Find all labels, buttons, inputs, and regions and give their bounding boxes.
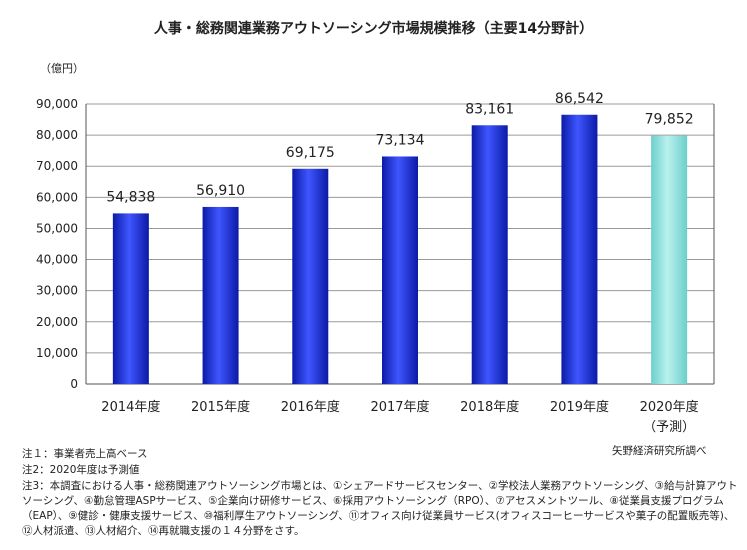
y-tick-label: 80,000 (36, 128, 78, 142)
y-tick-label: 70,000 (36, 159, 78, 173)
bar (471, 125, 508, 384)
bar-forecast (651, 135, 688, 384)
data-label: 86,542 (555, 91, 604, 107)
data-label: 69,175 (286, 145, 335, 161)
note-1: 注１：事業者売上高ベース (22, 448, 148, 460)
bar (202, 206, 239, 384)
y-tick-label: 40,000 (36, 253, 78, 267)
note-3-line-2: ソーシング、④勤怠管理ASPサービス、⑤企業向け研修サービス、⑥採用アウトソーシ… (22, 495, 724, 507)
y-tick-label: 0 (70, 377, 78, 391)
bar (561, 114, 598, 384)
bar (292, 168, 329, 384)
bar-chart: 0 10,000 20,000 30,000 40,000 50,000 60,000 70,… (36, 91, 715, 435)
x-tick-label: 2020年度 (640, 399, 699, 415)
data-label: 79,852 (645, 112, 694, 128)
y-tick-label: 90,000 (36, 97, 78, 111)
y-tick-label: 20,000 (36, 315, 78, 329)
x-tick-label: 2019年度 (550, 399, 609, 415)
x-tick-sublabel: （予測） (643, 420, 695, 435)
note-3-line-1: 注3：本調査における人事・総務関連アウトソーシング市場とは、①シェアードサービス… (22, 480, 738, 492)
bar (112, 213, 149, 384)
bar (382, 156, 418, 384)
chart-title: 人事・総務関連業務アウトソーシング市場規模推移（主要14分野計） (153, 21, 594, 37)
unit-label: （億円） (40, 62, 84, 75)
x-tick-label: 2017年度 (370, 399, 429, 415)
note-3-line-4: ⑫人材派遣、⑬人材紹介、⑭再就職支援の１４分野をさす。 (22, 525, 305, 537)
note-3-line-3: （EAP）、⑨健診・健康支援サービス、⑩福利厚生アウトソーシング、⑪オフィス向け… (22, 510, 735, 522)
data-label: 73,134 (376, 132, 425, 148)
x-tick-label: 2016年度 (281, 399, 340, 415)
source-note: 矢野経済研究所調べ (612, 445, 707, 457)
note-2: 注2：2020年度は予測値 (22, 464, 140, 476)
y-tick-label: 60,000 (36, 190, 78, 204)
x-tick-label: 2014年度 (101, 399, 160, 415)
x-tick-label: 2018年度 (460, 399, 519, 415)
x-tick-label: 2015年度 (191, 399, 250, 415)
y-tick-label: 30,000 (36, 284, 78, 298)
data-label: 83,161 (465, 101, 514, 117)
data-label: 56,910 (196, 183, 245, 199)
y-tick-label: 50,000 (36, 221, 78, 235)
y-tick-label: 10,000 (36, 346, 78, 360)
data-label: 54,838 (106, 189, 155, 205)
